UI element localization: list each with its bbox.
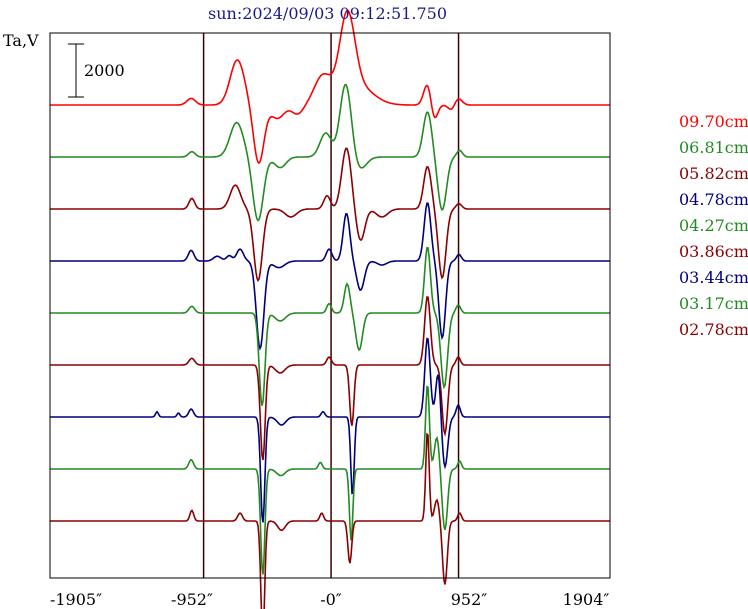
- legend-entry: 02.78cm: [679, 320, 748, 339]
- legend-entry: 03.86cm: [679, 242, 748, 261]
- series-line: [50, 295, 610, 461]
- y-axis-label: Ta,V: [3, 31, 39, 50]
- series-line: [50, 9, 610, 165]
- x-tick-label: -952″: [171, 590, 213, 609]
- x-tick-label: -0″: [320, 590, 342, 609]
- legend-entry: 03.17cm: [679, 294, 748, 313]
- legend-entry: 05.82cm: [679, 164, 748, 183]
- series-line: [50, 432, 610, 609]
- legend-entry: 03.44cm: [679, 268, 748, 287]
- scale-bar-label: 2000: [84, 61, 125, 80]
- series-line: [50, 246, 610, 406]
- series-line: [50, 337, 610, 523]
- legend-entry: 04.27cm: [679, 216, 748, 235]
- legend-entry: 09.70cm: [679, 112, 748, 131]
- series-traces: [50, 9, 610, 609]
- series-line: [50, 147, 610, 283]
- scale-bar: [68, 43, 84, 98]
- legend-entry: 04.78cm: [679, 190, 748, 209]
- x-tick-label: 952″: [450, 590, 488, 609]
- series-line: [50, 83, 610, 222]
- chart-title: sun:2024/09/03 09:12:51.750: [208, 4, 447, 23]
- plot-frame: [49, 32, 611, 579]
- series-line: [50, 202, 610, 351]
- legend-entry: 06.81cm: [679, 138, 748, 157]
- x-tick-label: -1905″: [49, 590, 103, 609]
- series-line: [50, 385, 610, 575]
- x-tick-label: 1904″: [562, 590, 610, 609]
